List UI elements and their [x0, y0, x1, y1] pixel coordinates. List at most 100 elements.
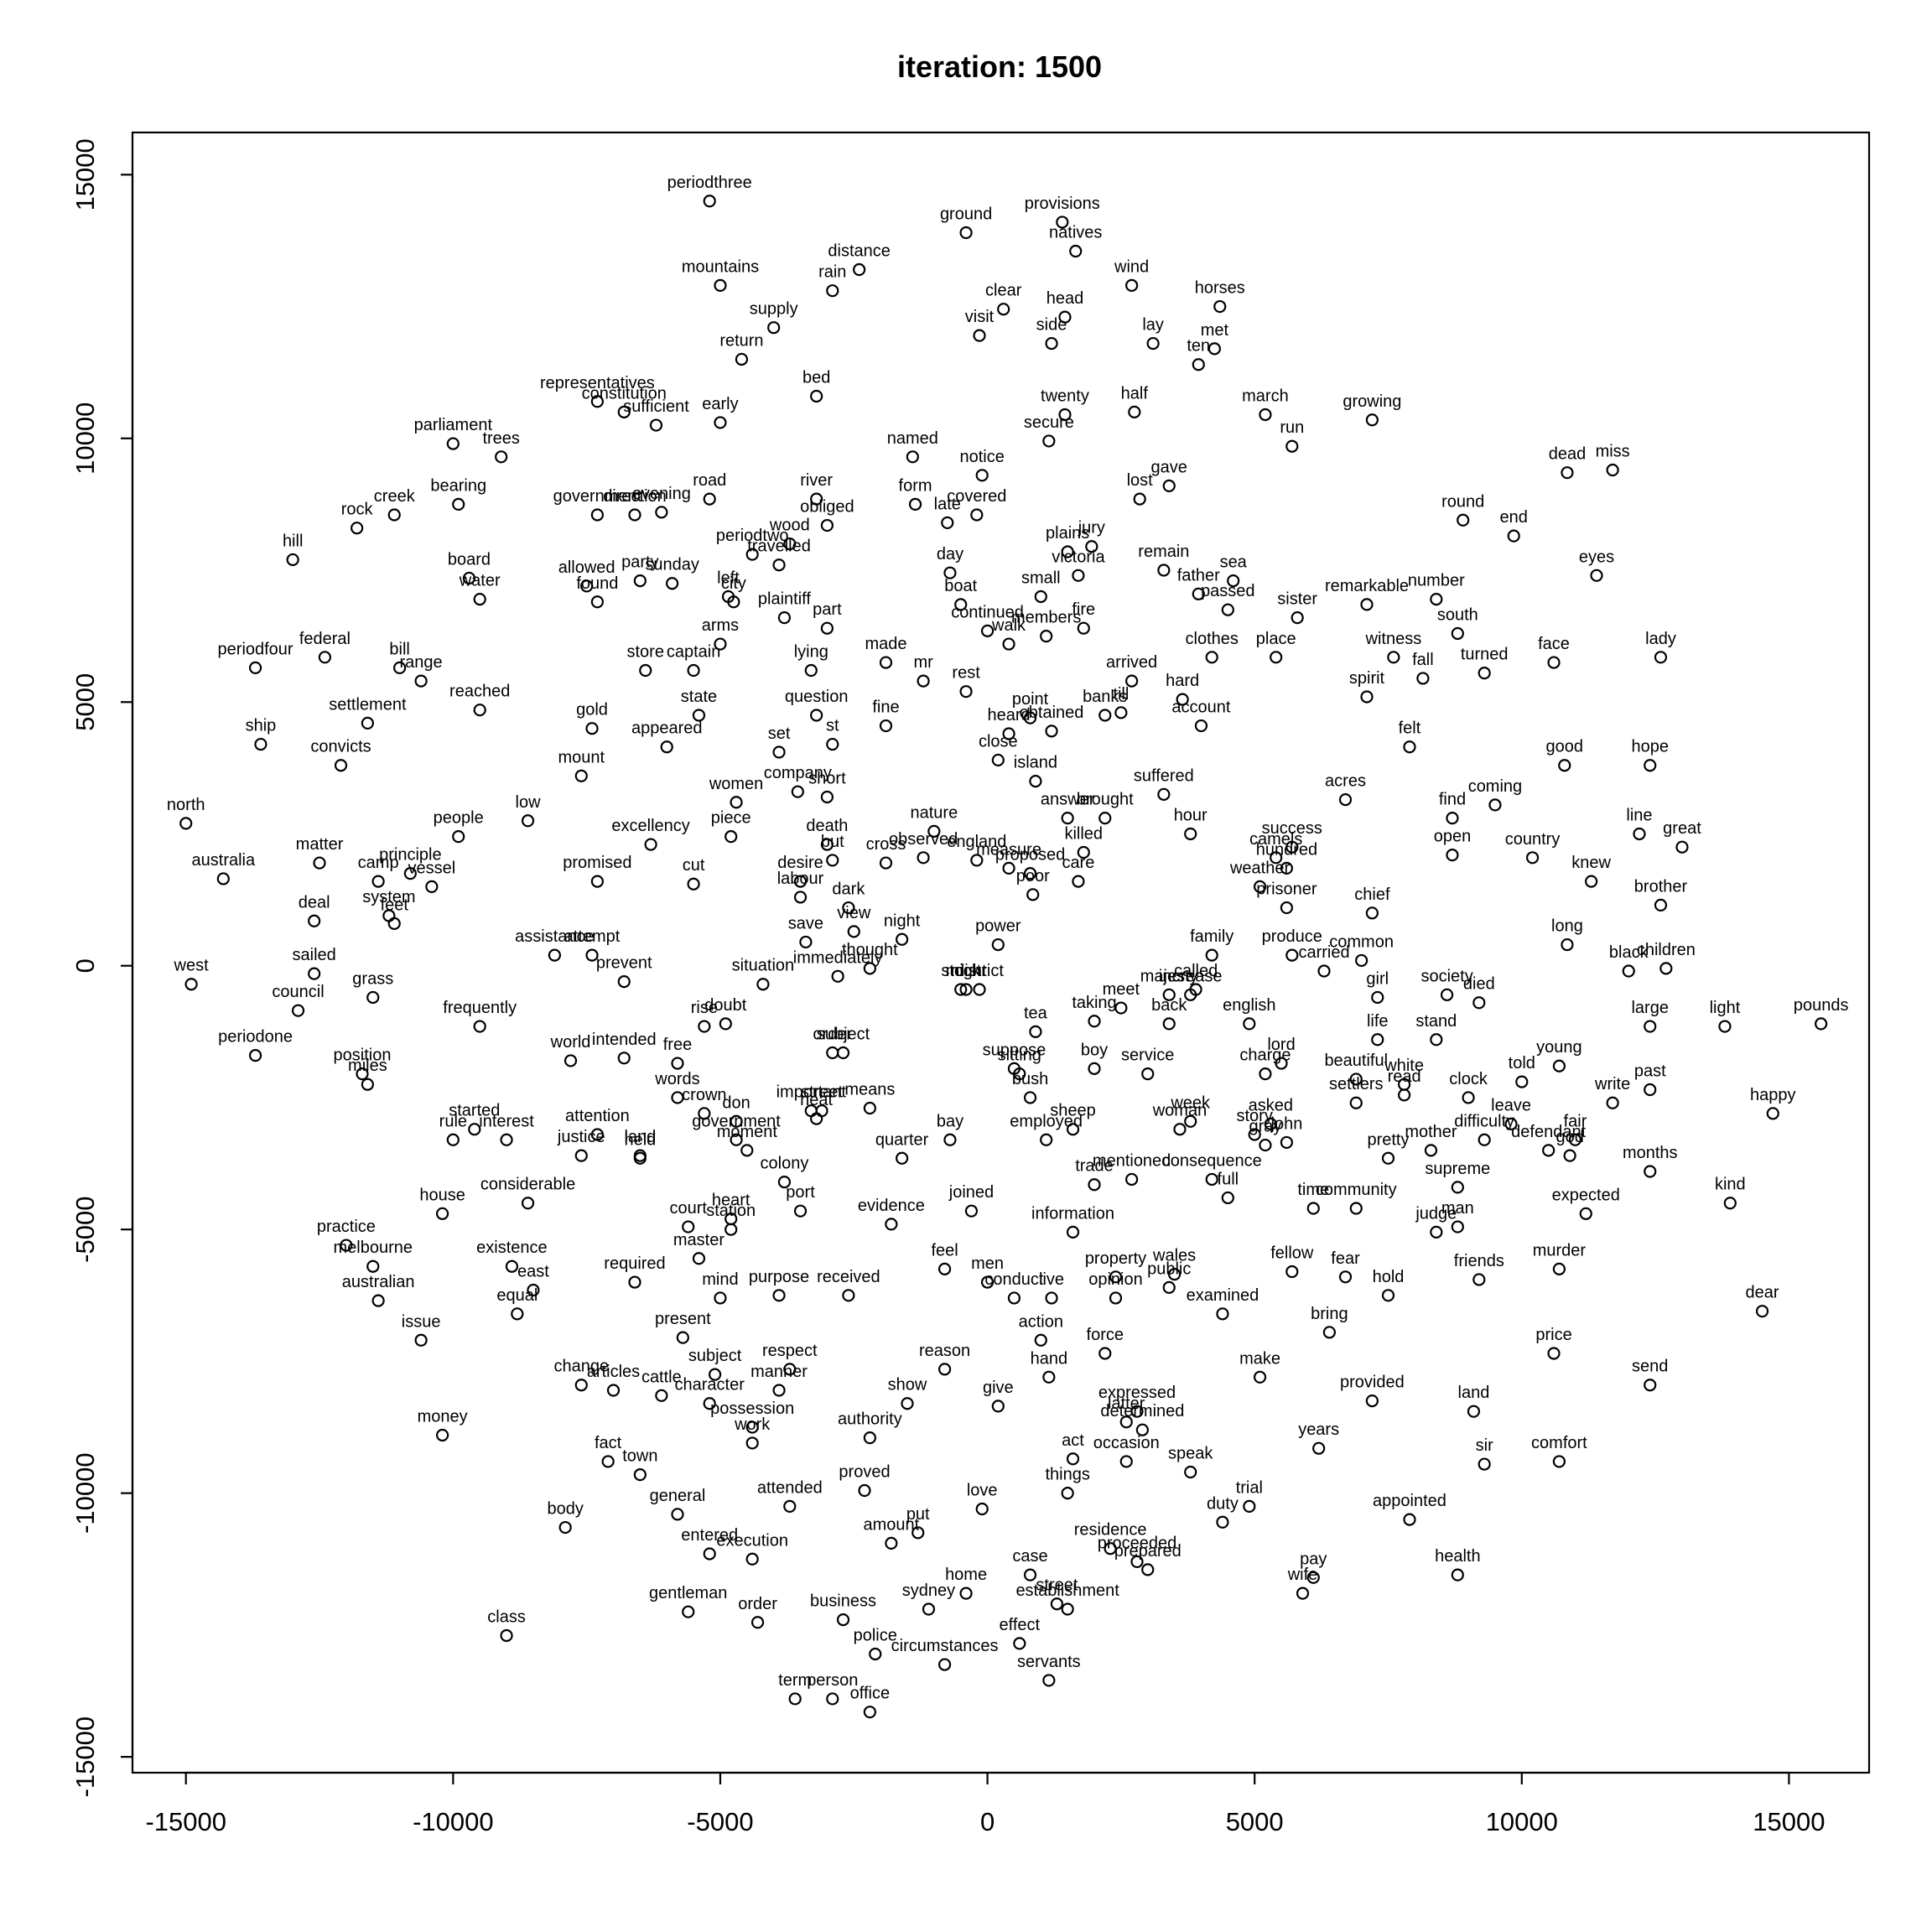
- point-label: things: [1045, 1466, 1089, 1484]
- point-label: past: [1634, 1062, 1666, 1081]
- data-point: [1162, 988, 1176, 1001]
- data-point: [820, 518, 834, 532]
- point-label: order: [813, 1025, 852, 1043]
- data-point: [1114, 706, 1128, 719]
- point-label: open: [1434, 828, 1472, 846]
- data-point: [901, 1397, 914, 1410]
- point-label: hundred: [1256, 840, 1317, 859]
- data-point: [1462, 1091, 1475, 1104]
- point-label: boy: [1081, 1041, 1108, 1059]
- point-label: produce: [1262, 927, 1322, 946]
- data-point: [959, 685, 973, 699]
- point-label: sea: [1220, 553, 1248, 572]
- data-point: [1606, 1096, 1619, 1109]
- point-label: received: [817, 1268, 880, 1286]
- data-point: [1259, 1067, 1272, 1081]
- point-label: sunday: [645, 556, 699, 574]
- data-point: [1066, 1225, 1080, 1239]
- data-point: [590, 508, 604, 522]
- point-label: party: [621, 553, 658, 572]
- point-label: sufficient: [623, 397, 689, 416]
- point-label: fire: [1072, 600, 1095, 619]
- point-label: employed: [1010, 1112, 1083, 1130]
- data-point: [970, 508, 984, 522]
- data-point: [574, 1379, 588, 1392]
- data-point: [1221, 603, 1234, 616]
- data-point: [1088, 1015, 1101, 1028]
- point-label: arrived: [1106, 653, 1157, 672]
- data-point: [1561, 466, 1574, 480]
- data-point: [745, 1420, 759, 1434]
- point-label: round: [1441, 492, 1484, 511]
- point-label: answer: [1041, 791, 1095, 809]
- point-label: victoria: [1052, 548, 1105, 566]
- point-label: settlers: [1329, 1075, 1383, 1093]
- point-label: murder: [1533, 1241, 1587, 1259]
- point-label: story: [1237, 1107, 1273, 1125]
- point-label: woman: [1152, 1102, 1207, 1120]
- point-label: short: [808, 769, 846, 787]
- data-point: [1192, 587, 1205, 600]
- data-point: [1365, 413, 1379, 427]
- point-label: periodtwo: [716, 527, 789, 545]
- point-label: twenty: [1041, 387, 1089, 405]
- data-point: [1563, 1149, 1576, 1162]
- data-point: [959, 226, 973, 240]
- point-label: periodone: [218, 1028, 293, 1046]
- point-label: prepared: [1114, 1542, 1182, 1561]
- data-point: [617, 405, 631, 418]
- data-point: [366, 1259, 380, 1273]
- data-point: [1058, 310, 1072, 324]
- point-label: face: [1538, 635, 1570, 653]
- data-point: [777, 611, 792, 625]
- point-label: quarter: [875, 1130, 929, 1149]
- point-label: miss: [1596, 443, 1630, 461]
- data-point: [564, 1054, 578, 1067]
- data-point: [1061, 1602, 1074, 1616]
- point-label: vessel: [408, 859, 455, 877]
- point-label: gave: [1151, 458, 1187, 476]
- point-label: question: [785, 688, 849, 706]
- data-point: [1221, 1191, 1234, 1205]
- point-label: met: [1201, 321, 1229, 340]
- point-label: miles: [348, 1057, 387, 1075]
- data-point: [804, 663, 818, 678]
- point-label: evidence: [858, 1197, 925, 1215]
- point-label: representatives: [540, 374, 655, 392]
- data-point: [1654, 651, 1668, 664]
- data-point: [1066, 1452, 1080, 1466]
- point-label: situation: [732, 957, 795, 975]
- data-point: [810, 492, 823, 506]
- data-point: [772, 1289, 786, 1302]
- data-point: [1259, 1138, 1272, 1152]
- data-point: [1042, 1674, 1056, 1687]
- data-point: [248, 1049, 262, 1062]
- point-label: sister: [1277, 590, 1317, 609]
- point-label: back: [1151, 996, 1187, 1015]
- data-point: [970, 854, 984, 867]
- data-point: [1349, 1202, 1363, 1215]
- data-point: [1451, 626, 1464, 641]
- point-label: lady: [1645, 630, 1676, 648]
- point-label: police: [854, 1626, 897, 1644]
- data-point: [387, 508, 401, 522]
- data-point: [521, 1197, 535, 1210]
- data-point: [617, 1052, 631, 1065]
- point-label: term: [778, 1671, 812, 1690]
- data-point: [826, 1692, 839, 1706]
- point-label: passed: [1201, 582, 1255, 600]
- point-label: night: [884, 911, 921, 930]
- point-label: subject: [688, 1347, 742, 1365]
- point-label: island: [1014, 754, 1057, 772]
- point-label: character: [675, 1376, 745, 1394]
- point-label: acres: [1325, 772, 1366, 791]
- data-point: [1675, 840, 1689, 854]
- point-label: act: [1062, 1431, 1084, 1450]
- data-point: [847, 925, 860, 938]
- data-point: [777, 1175, 792, 1189]
- point-label: business: [810, 1592, 876, 1611]
- point-label: brought: [1077, 791, 1134, 809]
- point-label: taking: [1072, 994, 1116, 1012]
- point-label: price: [1535, 1326, 1571, 1344]
